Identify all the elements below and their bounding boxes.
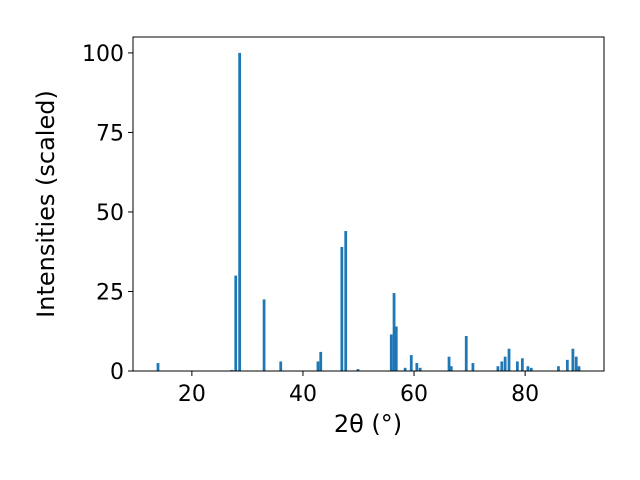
bar — [526, 366, 530, 371]
bar — [340, 246, 344, 371]
x-tick-label: 20 — [178, 382, 206, 407]
bar — [344, 231, 348, 371]
y-tick-label: 75 — [96, 121, 124, 146]
bar — [464, 336, 468, 371]
bar — [471, 363, 475, 371]
bar — [418, 367, 422, 371]
bar — [394, 326, 398, 371]
bar — [507, 348, 511, 371]
bar — [279, 361, 283, 371]
bar — [403, 367, 407, 371]
bar — [234, 275, 238, 371]
bar — [515, 361, 519, 371]
bar — [316, 361, 320, 371]
bar — [319, 351, 323, 371]
bar — [389, 334, 393, 371]
y-axis-label: Intensities (scaled) — [32, 90, 60, 318]
y-tick-label: 50 — [96, 201, 124, 226]
bar — [496, 366, 500, 371]
bar — [156, 363, 160, 371]
bar — [409, 355, 413, 371]
bar — [392, 293, 396, 371]
bar — [571, 348, 575, 371]
x-tick-label: 80 — [511, 382, 539, 407]
plot-frame — [132, 36, 605, 372]
bar — [520, 358, 524, 371]
bar — [529, 367, 533, 371]
bar — [238, 52, 242, 372]
bar — [577, 366, 581, 371]
bar — [557, 366, 560, 371]
x-axis-label: 2θ (°) — [334, 410, 402, 438]
bar — [503, 356, 507, 371]
bar — [356, 369, 360, 371]
bar — [574, 356, 578, 371]
bar — [565, 359, 569, 371]
y-tick-label: 0 — [110, 360, 124, 385]
bar — [447, 356, 451, 371]
bar — [500, 361, 504, 371]
y-tick-label: 100 — [82, 42, 124, 67]
x-tick-label: 40 — [289, 382, 317, 407]
bar — [415, 363, 419, 371]
x-tick-label: 60 — [400, 382, 428, 407]
bar — [449, 366, 453, 371]
bar — [262, 299, 266, 371]
y-tick-label: 25 — [96, 280, 124, 305]
